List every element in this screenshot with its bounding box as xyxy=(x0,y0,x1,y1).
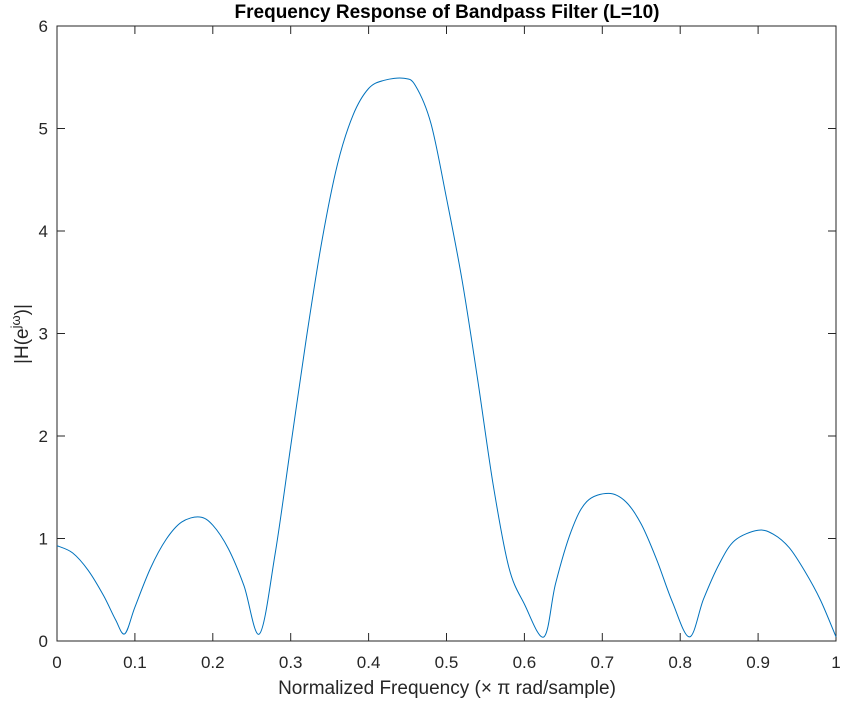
x-tick-label: 0.4 xyxy=(357,653,381,672)
y-axis-label-main: |H(e xyxy=(12,328,33,364)
x-tick-label: 0.3 xyxy=(279,653,303,672)
y-tick-label: 0 xyxy=(39,632,48,651)
x-tick-label: 0.9 xyxy=(746,653,770,672)
x-tick-label: 0.2 xyxy=(201,653,225,672)
y-axis-label: |H(ejω)| xyxy=(8,304,33,364)
x-tick-label: 0.7 xyxy=(590,653,614,672)
plot-box xyxy=(56,25,837,642)
x-axis: 0 0.1 0.2 0.3 0.4 0.5 0.6 0.7 0.8 0.9 1 xyxy=(52,26,841,672)
y-tick-label: 6 xyxy=(39,17,48,36)
y-axis-label-sup: jω xyxy=(8,315,23,329)
y-tick-label: 4 xyxy=(39,222,48,241)
y-tick-label: 3 xyxy=(39,325,48,344)
y-tick-label: 1 xyxy=(39,530,48,549)
y-tick-label: 5 xyxy=(39,120,48,139)
x-tick-label: 0.6 xyxy=(513,653,537,672)
series-line xyxy=(56,77,837,638)
x-tick-label: 0.5 xyxy=(435,653,459,672)
x-axis-label: Normalized Frequency (× π rad/sample) xyxy=(278,678,616,699)
x-tick-label: 0.8 xyxy=(668,653,692,672)
plot-frame xyxy=(56,25,837,642)
chart-title: Frequency Response of Bandpass Filter (L… xyxy=(235,2,660,23)
series-group xyxy=(56,77,837,638)
y-axis: 0 1 2 3 4 5 6 xyxy=(39,17,836,651)
x-tick-label: 1 xyxy=(831,653,840,672)
x-tick-label: 0.1 xyxy=(123,653,147,672)
y-axis-label-close: )| xyxy=(12,304,33,315)
x-tick-label: 0 xyxy=(52,653,61,672)
y-tick-label: 2 xyxy=(39,427,48,446)
